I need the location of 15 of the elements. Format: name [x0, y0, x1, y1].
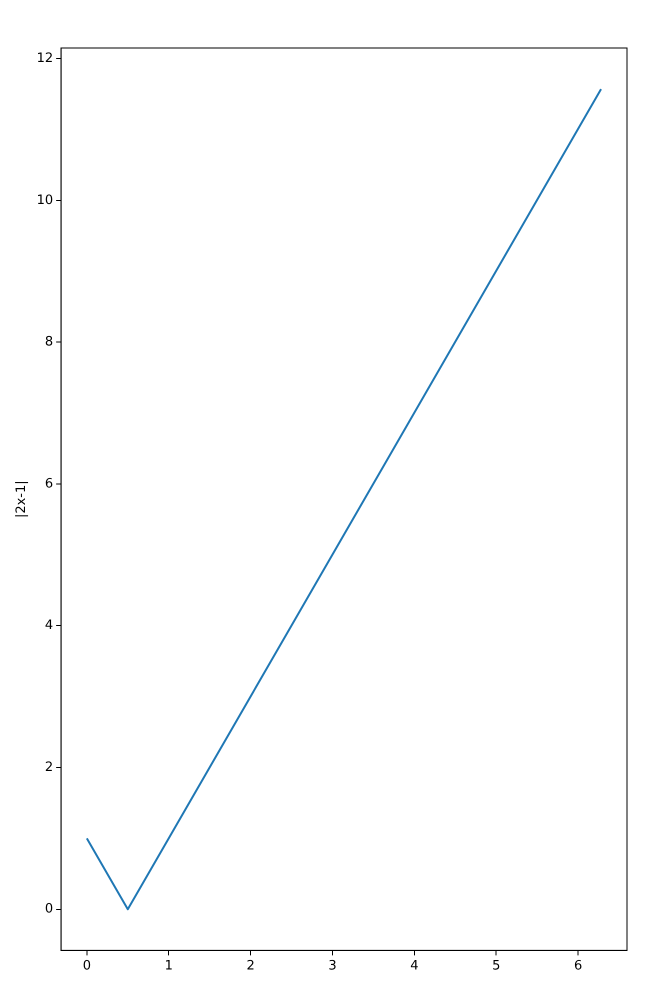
- y-tick-label: 0: [44, 902, 54, 917]
- x-tick-label: 0: [82, 958, 91, 974]
- x-tick-label: 4: [410, 958, 419, 974]
- y-tick-label: 4: [44, 618, 54, 634]
- x-tick-label: 3: [328, 958, 337, 974]
- y-tick-label: 2: [44, 760, 54, 775]
- y-tick-label: 12: [36, 51, 54, 66]
- x-tick-label: 5: [492, 958, 500, 974]
- y-tick-label: 10: [36, 192, 54, 208]
- y-axis-title: |2x-1|: [14, 480, 30, 518]
- y-tick-label: 8: [44, 334, 54, 350]
- x-tick-label: 2: [246, 958, 255, 974]
- x-tick-label: 6: [574, 958, 582, 974]
- y-tick-label: 6: [44, 476, 54, 492]
- x-tick-label: 1: [164, 958, 173, 974]
